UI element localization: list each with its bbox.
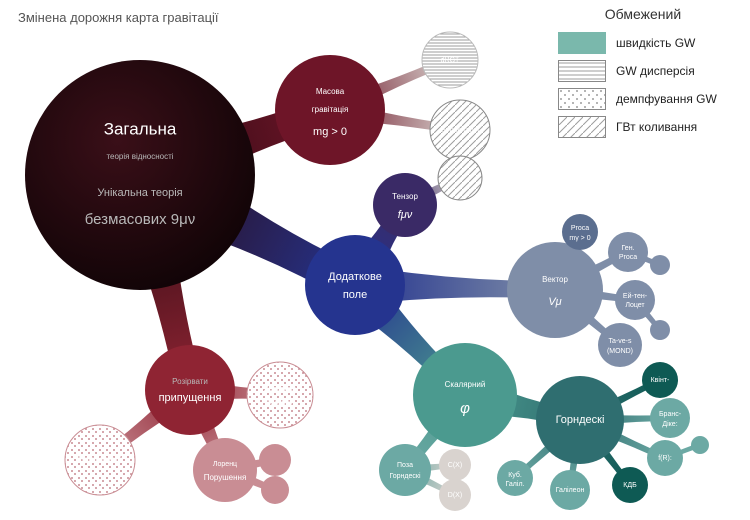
node-label: Скалярний bbox=[445, 380, 486, 389]
node-proca bbox=[562, 214, 598, 250]
node-brans bbox=[650, 398, 690, 438]
node-label: dRGT bbox=[441, 57, 460, 64]
node-label: Галілеон bbox=[556, 486, 585, 494]
node-label: φ bbox=[460, 400, 470, 417]
node-bigrav2 bbox=[438, 156, 482, 200]
node-label: Поза bbox=[397, 462, 413, 469]
node-label: КДБ bbox=[623, 482, 637, 489]
node-label: Немісцевий bbox=[78, 455, 122, 464]
node-label: Діке: bbox=[662, 420, 677, 428]
node-label: Proca bbox=[571, 225, 589, 232]
node-label: mg > 0 bbox=[313, 126, 347, 138]
node-label: Тензор bbox=[392, 192, 418, 201]
node-root bbox=[25, 60, 255, 290]
node-lorentz_s1 bbox=[259, 444, 291, 476]
node-break bbox=[145, 345, 235, 435]
node-label: припущення bbox=[159, 392, 222, 404]
node-label: mγ > 0 bbox=[569, 235, 590, 242]
node-lorentz_s2 bbox=[261, 476, 289, 504]
node-label: Вектор bbox=[542, 275, 568, 284]
node-extradim bbox=[247, 362, 313, 428]
node-extra bbox=[305, 235, 405, 335]
node-label: безмасових 9μν bbox=[85, 211, 195, 228]
node-tensor bbox=[373, 173, 437, 237]
node-label: Горндескі bbox=[389, 472, 421, 480]
node-label: Proca bbox=[619, 254, 637, 261]
node-label: Горндескі bbox=[556, 414, 605, 426]
node-label: Масова bbox=[316, 87, 345, 96]
node-label: Ta-ve-s bbox=[609, 338, 632, 345]
node-label: Vμ bbox=[548, 296, 561, 308]
node-label: Галіл. bbox=[506, 480, 525, 488]
node-label: поле bbox=[343, 289, 367, 301]
node-einae bbox=[615, 280, 655, 320]
diagram-canvas: Загальна теорія відносності Унікальна теор… bbox=[0, 0, 750, 520]
node-label: Лоцет bbox=[625, 302, 645, 309]
node-label: Куб. bbox=[508, 471, 522, 479]
node-label: fμν bbox=[398, 209, 413, 221]
node-label: Квінт- bbox=[651, 376, 670, 384]
node-beyondH bbox=[379, 444, 431, 496]
node-label: Розірвати bbox=[172, 377, 208, 386]
node-label: f(R): bbox=[658, 455, 672, 462]
node-label: Бранс- bbox=[659, 411, 682, 418]
node-vec_s5 bbox=[650, 255, 670, 275]
node-label: гравітація bbox=[312, 105, 349, 114]
node-label: Додаткові bbox=[264, 385, 296, 393]
node-vector bbox=[507, 242, 603, 338]
node-label: Лоренц bbox=[213, 461, 237, 468]
node-genproca bbox=[608, 232, 648, 272]
node-fr_s bbox=[691, 436, 709, 454]
node-label: Унікальна теорія bbox=[97, 187, 182, 199]
node-lorentz bbox=[193, 438, 257, 502]
node-label: Загальна bbox=[104, 119, 177, 138]
node-label: D(X) bbox=[448, 492, 462, 499]
node-label: (MOND) bbox=[607, 348, 633, 355]
node-label: Порушення bbox=[204, 473, 247, 482]
node-scalar bbox=[413, 343, 517, 447]
node-label: теорія відносності bbox=[106, 152, 173, 161]
node-label: Ей-тен- bbox=[623, 292, 648, 300]
node-vec_s6 bbox=[650, 320, 670, 340]
node-label: Бігравітація bbox=[441, 126, 479, 134]
node-label: C(X) bbox=[448, 462, 462, 469]
node-label: Додаткове bbox=[328, 271, 382, 283]
node-label: розміри bbox=[266, 398, 295, 407]
node-teves bbox=[598, 323, 642, 367]
node-label: Ген. bbox=[621, 245, 634, 252]
